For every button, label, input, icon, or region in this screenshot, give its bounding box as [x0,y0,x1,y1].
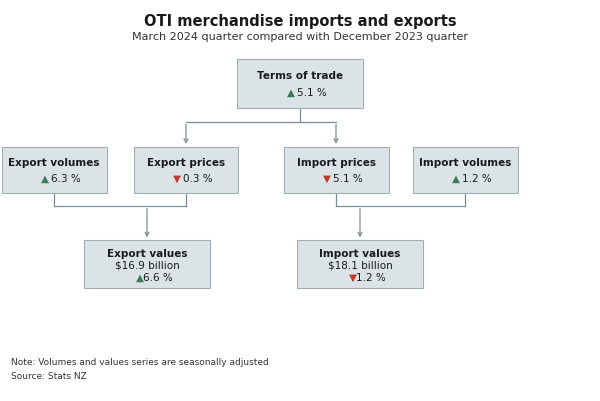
Text: ▲: ▲ [287,88,295,98]
Text: 1.2 %: 1.2 % [462,174,492,184]
Text: March 2024 quarter compared with December 2023 quarter: March 2024 quarter compared with Decembe… [132,32,468,42]
FancyBboxPatch shape [413,148,517,194]
Text: ▲: ▲ [136,272,144,282]
Text: Import values: Import values [319,248,401,258]
Text: 1.2 %: 1.2 % [356,272,386,282]
FancyBboxPatch shape [133,148,238,194]
Text: Note: Volumes and values series are seasonally adjusted: Note: Volumes and values series are seas… [11,357,269,366]
Text: $16.9 billion: $16.9 billion [115,260,179,269]
FancyBboxPatch shape [284,148,389,194]
FancyBboxPatch shape [84,241,210,289]
Text: Terms of trade: Terms of trade [257,71,343,81]
Text: OTI merchandise imports and exports: OTI merchandise imports and exports [143,14,457,29]
Text: Source: Stats NZ: Source: Stats NZ [11,371,86,380]
Text: 6.3 %: 6.3 % [51,174,81,184]
Text: ▼: ▼ [323,174,331,184]
Text: Export values: Export values [107,248,187,258]
FancyBboxPatch shape [297,241,423,289]
FancyBboxPatch shape [237,60,363,108]
Text: ▲: ▲ [41,174,49,184]
Text: 5.1 %: 5.1 % [297,88,327,98]
Text: 6.6 %: 6.6 % [143,272,173,282]
FancyBboxPatch shape [2,148,107,194]
Text: ▼: ▼ [173,174,181,184]
Text: ▲: ▲ [452,174,460,184]
Text: Import volumes: Import volumes [419,157,511,167]
Text: ▼: ▼ [349,272,357,282]
Text: 0.3 %: 0.3 % [183,174,213,184]
Text: 5.1 %: 5.1 % [333,174,363,184]
Text: Export volumes: Export volumes [8,157,100,167]
Text: Export prices: Export prices [147,157,225,167]
Text: $18.1 billion: $18.1 billion [328,260,392,269]
Text: Import prices: Import prices [296,157,376,167]
